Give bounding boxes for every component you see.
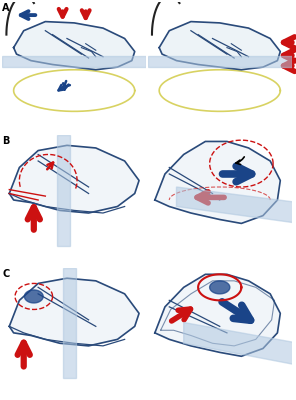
Polygon shape: [155, 274, 280, 356]
Text: B: B: [2, 136, 9, 146]
Polygon shape: [155, 142, 280, 224]
Bar: [57, 135, 70, 246]
Polygon shape: [210, 281, 230, 294]
Polygon shape: [159, 22, 280, 70]
Polygon shape: [9, 145, 139, 213]
Text: C: C: [2, 269, 9, 279]
Polygon shape: [184, 322, 296, 365]
Bar: [63, 268, 75, 378]
Polygon shape: [14, 22, 135, 70]
Polygon shape: [176, 187, 296, 224]
Bar: [2, 56, 146, 67]
Polygon shape: [25, 290, 43, 303]
Polygon shape: [9, 278, 139, 346]
Text: A: A: [2, 3, 9, 13]
Bar: [148, 56, 292, 67]
